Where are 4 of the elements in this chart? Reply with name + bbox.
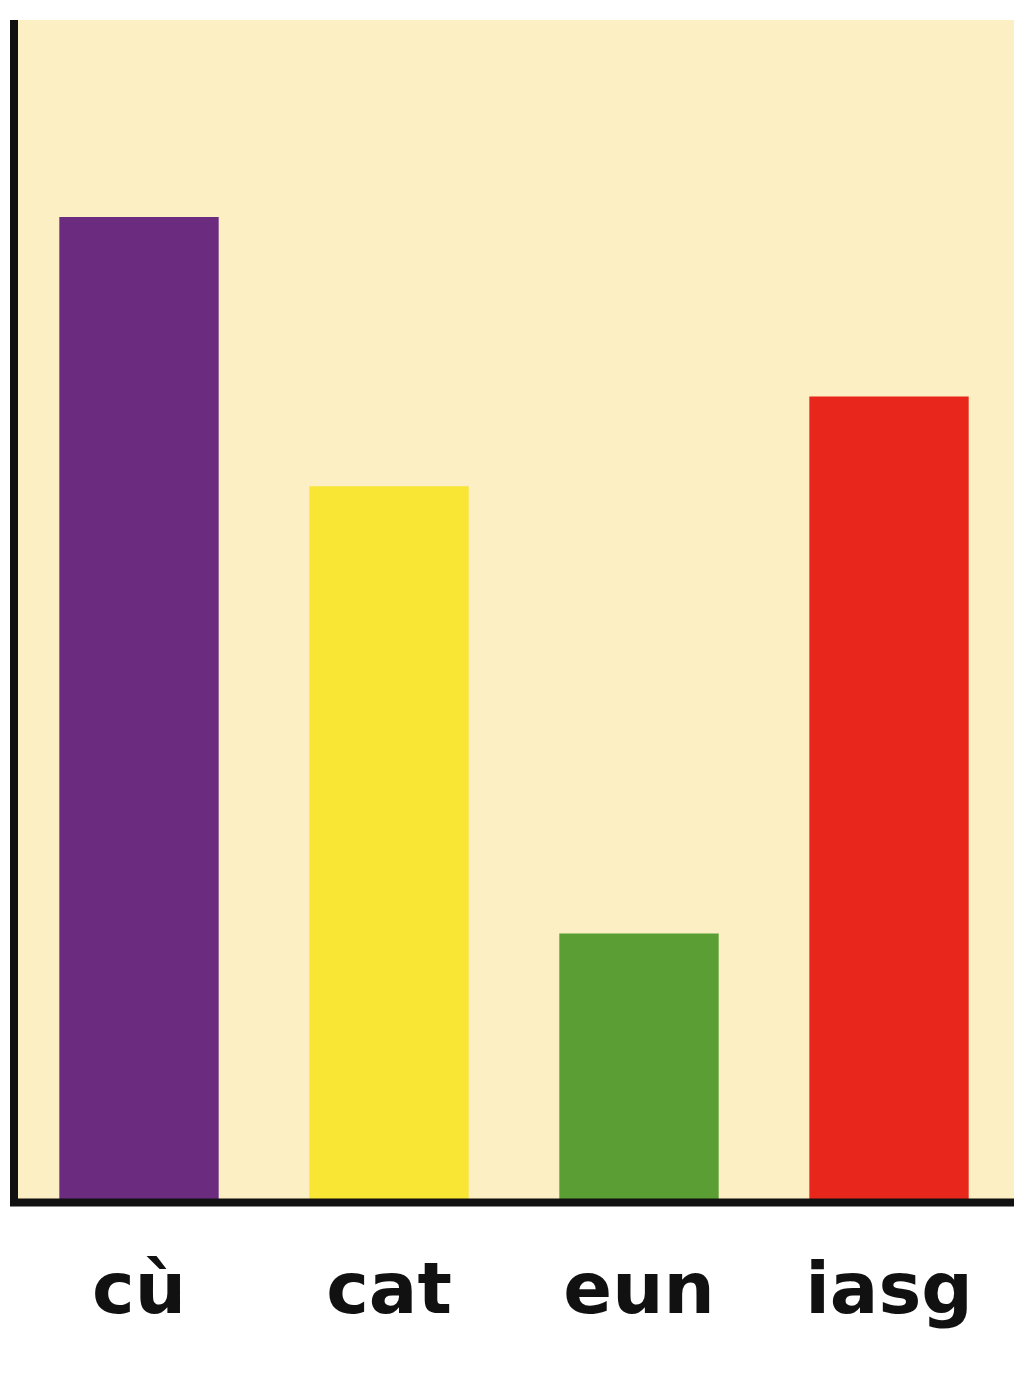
- x-tick-label: cat: [326, 1245, 452, 1330]
- x-tick-label: iasg: [805, 1245, 973, 1330]
- x-tick-label: cù: [92, 1245, 186, 1330]
- x-tick-label: eun: [563, 1245, 715, 1330]
